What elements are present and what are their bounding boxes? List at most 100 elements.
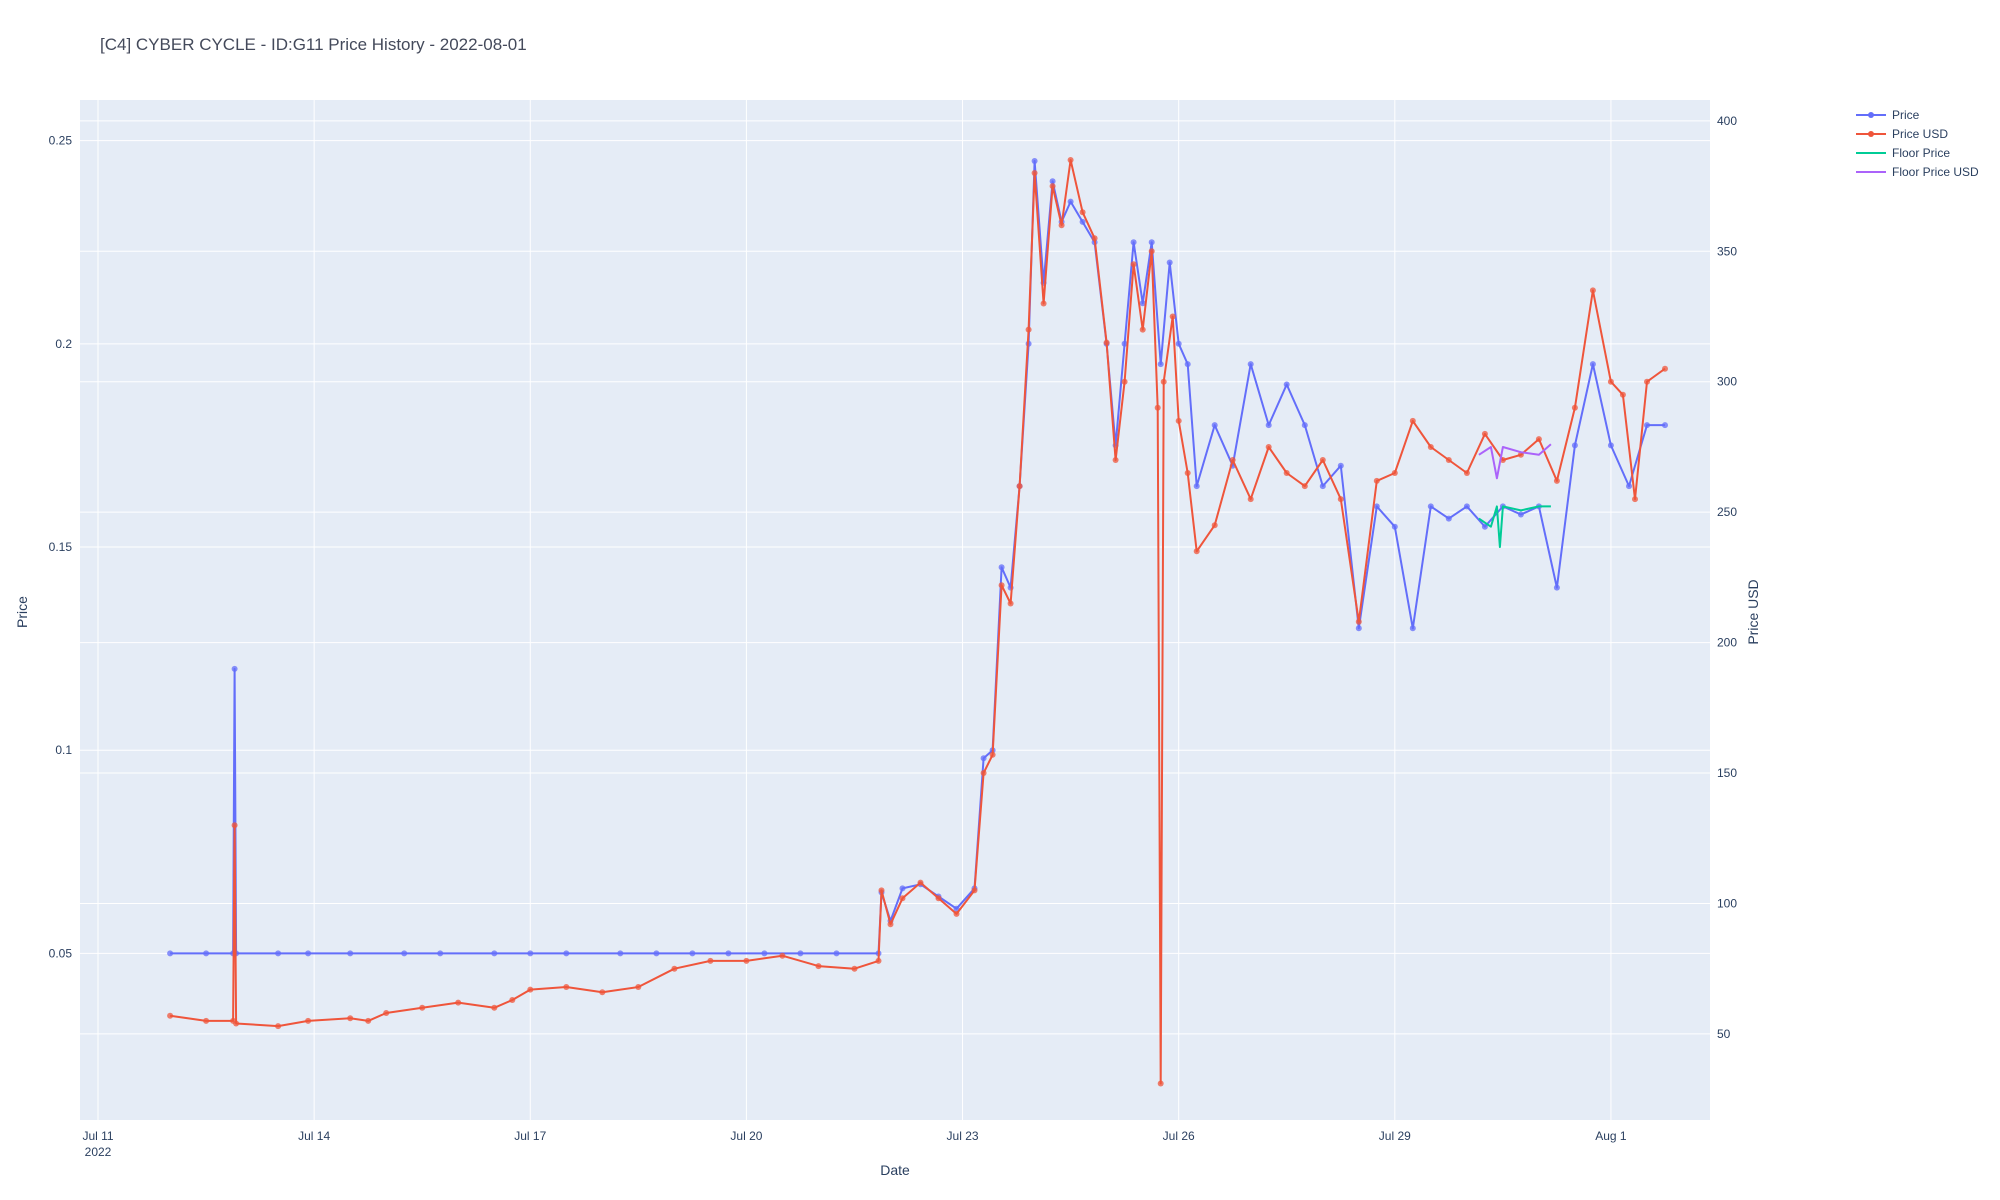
price-usd-point[interactable] [1169, 313, 1176, 320]
price-usd-point[interactable] [1007, 600, 1014, 607]
price-point[interactable] [305, 950, 312, 957]
price-usd-point[interactable] [980, 770, 987, 776]
price-point[interactable] [797, 950, 804, 957]
legend-item-floor-price-usd[interactable]: Floor Price USD [1856, 165, 1979, 179]
price-usd-point[interactable] [1619, 391, 1626, 398]
price-usd-point[interactable] [203, 1017, 210, 1024]
price-usd-point[interactable] [233, 1020, 240, 1027]
price-usd-point[interactable] [1130, 261, 1137, 268]
price-usd-point[interactable] [1319, 457, 1326, 463]
price-point[interactable] [1373, 503, 1380, 510]
price-point[interactable] [998, 564, 1005, 571]
price-usd-point[interactable] [1644, 378, 1650, 385]
price-usd-point[interactable] [1016, 483, 1023, 490]
price-usd-point[interactable] [509, 997, 516, 1003]
price-point[interactable] [1121, 340, 1128, 347]
price-usd-point[interactable] [1184, 470, 1191, 476]
price-usd-point[interactable] [851, 965, 858, 972]
price-usd-point[interactable] [1112, 457, 1119, 463]
price-usd-point[interactable] [1355, 618, 1362, 625]
price-point[interactable] [1644, 422, 1650, 429]
price-point[interactable] [167, 950, 174, 957]
price-usd-point[interactable] [1193, 548, 1200, 555]
price-point[interactable] [1662, 422, 1668, 429]
price-usd-point[interactable] [1632, 496, 1638, 503]
price-point[interactable] [1445, 515, 1452, 522]
price-point[interactable] [1031, 158, 1038, 164]
price-usd-point[interactable] [1265, 444, 1272, 450]
price-point[interactable] [1427, 503, 1434, 510]
price-usd-point[interactable] [419, 1004, 426, 1011]
price-usd-point[interactable] [305, 1017, 312, 1024]
price-point[interactable] [1157, 361, 1164, 368]
price-usd-point[interactable] [1067, 157, 1074, 163]
price-usd-point[interactable] [1445, 457, 1452, 463]
price-usd-point[interactable] [899, 895, 906, 902]
legend-item-price[interactable]: Price [1856, 108, 1920, 122]
price-usd-point[interactable] [1091, 235, 1098, 242]
price-point[interactable] [1589, 361, 1596, 368]
price-point[interactable] [761, 950, 768, 957]
price-point[interactable] [653, 950, 660, 957]
price-point[interactable] [1079, 218, 1086, 225]
price-usd-point[interactable] [599, 989, 606, 996]
price-point[interactable] [563, 950, 570, 957]
price-point[interactable] [725, 950, 732, 957]
price-usd-point[interactable] [275, 1023, 282, 1030]
price-point[interactable] [1571, 442, 1578, 449]
price-usd-point[interactable] [917, 879, 924, 886]
price-point[interactable] [231, 665, 238, 672]
price-usd-point[interactable] [1025, 326, 1032, 333]
price-usd-point[interactable] [231, 822, 238, 829]
price-usd-point[interactable] [527, 986, 534, 993]
price-point[interactable] [1607, 442, 1614, 449]
price-usd-point[interactable] [1148, 248, 1155, 255]
price-usd-point[interactable] [998, 582, 1005, 589]
price-point[interactable] [203, 950, 210, 957]
price-usd-point[interactable] [347, 1015, 354, 1022]
price-usd-point[interactable] [491, 1004, 498, 1011]
price-usd-point[interactable] [1247, 496, 1254, 503]
price-usd-point[interactable] [1049, 183, 1056, 190]
price-point[interactable] [347, 950, 354, 957]
price-usd-point[interactable] [707, 957, 714, 964]
price-point[interactable] [1319, 483, 1326, 490]
price-usd-point[interactable] [1229, 457, 1236, 463]
price-point[interactable] [491, 950, 498, 957]
price-point[interactable] [1130, 239, 1137, 246]
price-usd-point[interactable] [1040, 300, 1047, 307]
price-usd-point[interactable] [1211, 522, 1218, 529]
price-usd-point[interactable] [1391, 470, 1398, 476]
price-usd-point[interactable] [455, 999, 462, 1006]
price-point[interactable] [1148, 239, 1155, 246]
price-usd-point[interactable] [1157, 1080, 1164, 1087]
price-point[interactable] [1166, 259, 1173, 266]
price-point[interactable] [1409, 625, 1416, 632]
price-usd-point[interactable] [887, 921, 894, 928]
price-point[interactable] [689, 950, 696, 957]
price-usd-point[interactable] [1662, 365, 1668, 372]
price-point[interactable] [1553, 584, 1560, 591]
price-usd-point[interactable] [1160, 378, 1167, 385]
price-usd-point[interactable] [1103, 339, 1110, 346]
price-usd-point[interactable] [167, 1012, 174, 1019]
price-usd-point[interactable] [1031, 170, 1038, 176]
price-usd-point[interactable] [383, 1010, 390, 1016]
legend-item-price-usd[interactable]: Price USD [1856, 127, 1948, 141]
price-usd-point[interactable] [1589, 287, 1596, 294]
price-point[interactable] [1067, 198, 1074, 205]
price-usd-point[interactable] [1409, 417, 1416, 424]
price-point[interactable] [1211, 422, 1218, 429]
price-usd-point[interactable] [1481, 430, 1488, 437]
price-point[interactable] [1337, 462, 1344, 469]
price-point[interactable] [1247, 361, 1254, 368]
price-usd-point[interactable] [1154, 404, 1161, 411]
price-usd-point[interactable] [1553, 477, 1560, 484]
price-point[interactable] [527, 950, 534, 957]
price-usd-point[interactable] [1175, 417, 1182, 424]
price-point[interactable] [1049, 178, 1056, 185]
price-usd-point[interactable] [1607, 378, 1614, 385]
price-usd-point[interactable] [779, 952, 786, 959]
price-point[interactable] [1139, 300, 1146, 307]
price-usd-point[interactable] [365, 1017, 372, 1024]
